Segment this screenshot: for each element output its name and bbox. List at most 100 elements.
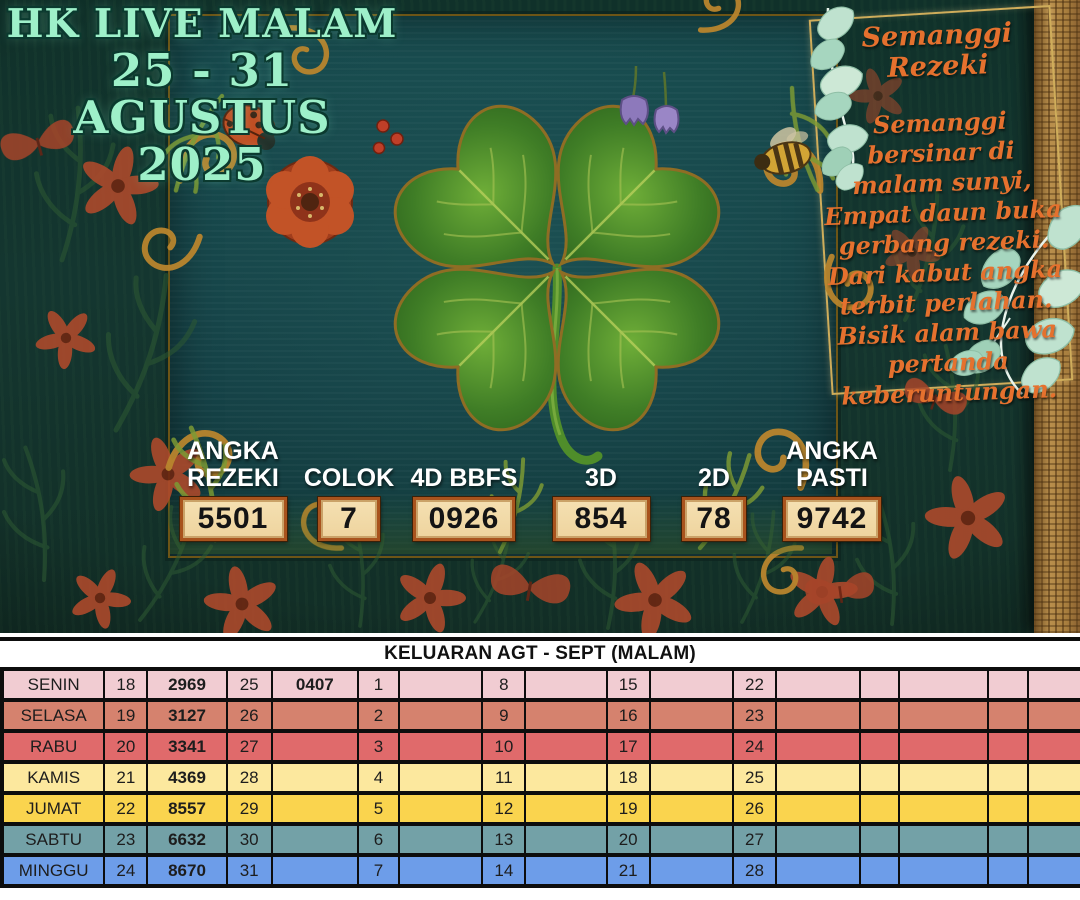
table-row-rabu: RABU 20 3341 27 3 10 17 24 (0, 729, 1080, 764)
result-cell (775, 853, 862, 888)
date-cell: 20 (103, 729, 149, 764)
result-cell (775, 760, 862, 795)
date-cell: 19 (605, 791, 651, 826)
date-cell: 10 (481, 729, 527, 764)
hero-title: HK LIVE MALAM 25 - 31 AGUSTUS 2025 (6, 4, 398, 189)
result-cell: 8557 (146, 791, 228, 826)
date-cell (859, 791, 901, 826)
prediction-4d-bbfs: 4D BBFS 0926 (396, 432, 532, 541)
date-cell (986, 698, 1029, 733)
result-cell: 4369 (146, 760, 228, 795)
date-cell: 11 (481, 760, 527, 795)
prediction-label: 3D (585, 464, 617, 492)
table-title: KELUARAN AGT - SEPT (MALAM) (384, 643, 696, 664)
date-cell: 13 (481, 822, 527, 857)
result-cell (898, 853, 989, 888)
table-row-kamis: KAMIS 21 4369 28 4 11 18 25 (0, 760, 1080, 795)
four-leaf-clover-icon (376, 87, 738, 465)
prediction-label: 4D BBFS (410, 464, 518, 492)
result-cell (648, 667, 734, 702)
date-cell: 28 (731, 853, 778, 888)
date-cell (986, 760, 1029, 795)
result-cell: 0407 (270, 667, 359, 702)
result-cell (775, 822, 862, 857)
date-cell: 24 (103, 853, 149, 888)
date-cell: 6 (356, 822, 401, 857)
result-cell: 6632 (146, 822, 228, 857)
date-cell: 31 (225, 853, 273, 888)
result-cell (1026, 667, 1080, 702)
date-cell: 17 (605, 729, 651, 764)
prediction-label: 2D (698, 464, 730, 492)
date-cell: 25 (731, 760, 778, 795)
date-cell: 30 (225, 822, 273, 857)
prediction-label: ANGKA REZEKI (187, 437, 279, 492)
table-row-sabtu: SABTU 23 6632 30 6 13 20 27 (0, 822, 1080, 857)
prediction-3d: 3D 854 (533, 432, 669, 541)
date-cell: 14 (481, 853, 527, 888)
day-cell: SELASA (0, 698, 106, 733)
date-cell: 27 (225, 729, 273, 764)
date-cell (986, 853, 1029, 888)
date-cell: 8 (481, 667, 527, 702)
title-line-1: HK LIVE MALAM (6, 1, 398, 47)
date-cell: 16 (605, 698, 651, 733)
result-cell (648, 791, 734, 826)
date-cell: 18 (605, 760, 651, 795)
date-cell: 9 (481, 698, 527, 733)
result-cell (1026, 698, 1080, 733)
result-cell (398, 760, 484, 795)
day-cell: KAMIS (0, 760, 106, 795)
date-cell: 15 (605, 667, 651, 702)
result-cell (398, 822, 484, 857)
date-cell (859, 760, 901, 795)
result-cell (1026, 791, 1080, 826)
result-cell (898, 822, 989, 857)
table-row-jumat: JUMAT 22 8557 29 5 12 19 26 (0, 791, 1080, 826)
day-cell: RABU (0, 729, 106, 764)
result-cell (648, 698, 734, 733)
date-cell: 22 (103, 791, 149, 826)
table-row-minggu: MINGGU 24 8670 31 7 14 21 28 (0, 853, 1080, 888)
result-cell (524, 853, 608, 888)
ladybug-icon (222, 104, 276, 151)
result-cell (524, 822, 608, 857)
day-cell: SENIN (0, 667, 106, 702)
result-cell (524, 791, 608, 826)
result-cell (398, 791, 484, 826)
date-cell: 19 (103, 698, 149, 733)
result-cell (270, 853, 359, 888)
bluebell-flowers-icon (619, 65, 680, 135)
poem-title: Semanggi Rezeki (861, 17, 1013, 84)
result-cell (648, 822, 734, 857)
table-row-senin: SENIN 18 2969 25 0407 1 8 15 22 (0, 667, 1080, 702)
result-cell (648, 729, 734, 764)
divider-rule (0, 637, 1080, 641)
prediction-value: 5501 (179, 497, 287, 541)
prediction-value: 78 (682, 497, 746, 541)
result-cell (270, 698, 359, 733)
date-cell: 2 (356, 698, 401, 733)
date-cell: 5 (356, 791, 401, 826)
result-cell: 3341 (146, 729, 228, 764)
prediction-2d: 2D 78 (646, 432, 782, 541)
day-cell: MINGGU (0, 853, 106, 888)
result-cell (775, 698, 862, 733)
prediction-value: 7 (318, 497, 380, 541)
bee-icon (754, 127, 812, 175)
result-cell: 3127 (146, 698, 228, 733)
result-cell (524, 729, 608, 764)
date-cell: 18 (103, 667, 149, 702)
date-cell: 29 (225, 791, 273, 826)
date-cell: 4 (356, 760, 401, 795)
date-cell (986, 791, 1029, 826)
result-cell (398, 853, 484, 888)
result-cell (524, 698, 608, 733)
poem-block: Semanggi Rezeki Semanggi bersinar di mal… (811, 16, 1074, 412)
prediction-label: ANGKA PASTI (786, 437, 878, 492)
prediction-angka-rezeki: ANGKA REZEKI 5501 (165, 432, 301, 541)
result-cell (898, 760, 989, 795)
date-cell: 12 (481, 791, 527, 826)
result-cell: 8670 (146, 853, 228, 888)
